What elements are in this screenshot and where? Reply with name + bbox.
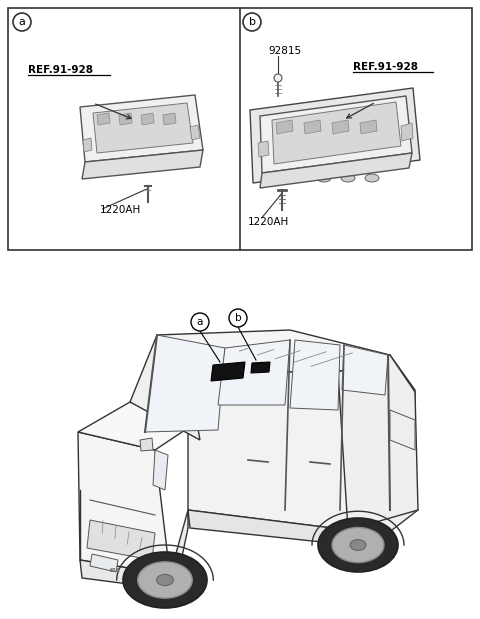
Circle shape — [115, 501, 129, 515]
Polygon shape — [78, 432, 170, 575]
Polygon shape — [251, 362, 270, 373]
Ellipse shape — [365, 174, 379, 182]
Polygon shape — [157, 330, 390, 372]
Circle shape — [354, 134, 358, 138]
Polygon shape — [97, 113, 110, 125]
Circle shape — [103, 126, 107, 130]
Polygon shape — [260, 96, 412, 173]
Polygon shape — [218, 340, 290, 405]
Ellipse shape — [269, 174, 283, 182]
Circle shape — [131, 126, 135, 130]
Circle shape — [191, 313, 209, 331]
Circle shape — [319, 134, 323, 138]
Circle shape — [229, 309, 247, 327]
Polygon shape — [145, 335, 225, 432]
Polygon shape — [153, 450, 168, 490]
Polygon shape — [250, 88, 420, 183]
Polygon shape — [83, 138, 92, 152]
Polygon shape — [80, 95, 203, 162]
Text: a: a — [197, 317, 203, 327]
Circle shape — [284, 134, 288, 138]
Polygon shape — [119, 113, 132, 125]
Text: REF.91-928: REF.91-928 — [353, 62, 418, 72]
Ellipse shape — [164, 163, 174, 170]
Polygon shape — [258, 141, 269, 157]
Circle shape — [284, 144, 288, 148]
Polygon shape — [78, 402, 200, 450]
Circle shape — [159, 136, 163, 140]
Polygon shape — [390, 410, 415, 450]
Polygon shape — [140, 438, 153, 451]
Ellipse shape — [350, 540, 366, 550]
Polygon shape — [190, 125, 200, 140]
Text: a: a — [19, 17, 25, 27]
Text: b: b — [235, 313, 241, 323]
Circle shape — [103, 136, 107, 140]
Ellipse shape — [318, 518, 398, 572]
Polygon shape — [170, 510, 188, 590]
Polygon shape — [338, 355, 418, 530]
Polygon shape — [211, 362, 245, 381]
Ellipse shape — [92, 163, 102, 170]
Polygon shape — [401, 123, 413, 141]
Polygon shape — [93, 103, 193, 153]
Polygon shape — [304, 120, 321, 134]
Polygon shape — [272, 102, 401, 164]
Ellipse shape — [138, 562, 192, 598]
Polygon shape — [82, 150, 203, 179]
Ellipse shape — [341, 174, 355, 182]
Ellipse shape — [332, 527, 384, 563]
Ellipse shape — [317, 174, 331, 182]
Polygon shape — [276, 120, 293, 134]
Polygon shape — [90, 554, 118, 572]
Bar — [8, 8, 472, 250]
Ellipse shape — [123, 552, 207, 608]
Polygon shape — [80, 560, 175, 590]
Text: 1220AH: 1220AH — [100, 205, 141, 215]
Polygon shape — [188, 510, 350, 545]
Text: KIA: KIA — [110, 568, 120, 573]
Polygon shape — [290, 340, 340, 410]
Ellipse shape — [293, 174, 307, 182]
Text: REF.91-928: REF.91-928 — [28, 65, 93, 75]
Circle shape — [274, 74, 282, 82]
Polygon shape — [87, 520, 155, 560]
Ellipse shape — [128, 163, 138, 170]
Polygon shape — [188, 355, 415, 530]
Polygon shape — [163, 113, 176, 125]
Circle shape — [319, 144, 323, 148]
Text: b: b — [249, 17, 255, 27]
Polygon shape — [332, 120, 349, 134]
Circle shape — [354, 144, 358, 148]
Circle shape — [13, 13, 31, 31]
Text: 1220AH: 1220AH — [248, 217, 289, 227]
Text: 92815: 92815 — [268, 46, 301, 56]
Circle shape — [131, 136, 135, 140]
Circle shape — [159, 126, 163, 130]
Polygon shape — [130, 335, 200, 440]
Circle shape — [243, 13, 261, 31]
Polygon shape — [141, 113, 154, 125]
Ellipse shape — [110, 163, 120, 170]
Polygon shape — [342, 345, 388, 395]
Ellipse shape — [156, 574, 173, 586]
Polygon shape — [360, 120, 377, 134]
Ellipse shape — [146, 163, 156, 170]
Polygon shape — [260, 153, 412, 188]
